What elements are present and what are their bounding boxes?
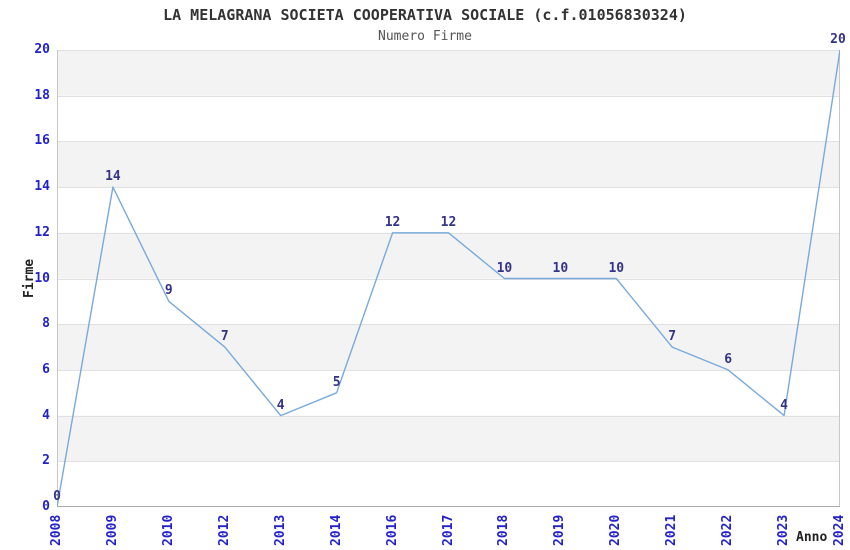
plot-band [57,324,840,370]
x-tick-label: 2012 [216,514,232,546]
x-tick-label: 2016 [384,514,400,546]
x-tick-label: 2008 [49,514,64,546]
data-point-label: 10 [552,260,569,276]
data-point-label: 14 [105,169,121,185]
data-point-label: 12 [384,214,401,230]
plot-band [57,141,840,188]
y-tick-label: 8 [42,316,50,332]
data-point-label: 10 [496,260,513,276]
data-point-label: 4 [780,397,788,413]
y-tick-label: 2 [42,453,50,469]
data-point-label: 4 [276,397,285,413]
data-point-label: 0 [53,489,61,504]
x-tick-label: 2010 [160,514,176,546]
data-point-label: 6 [724,351,733,367]
plot-band [57,232,840,279]
y-tick-label: 20 [34,42,50,57]
y-tick-label: 4 [42,407,50,423]
data-point-label: 10 [608,260,625,276]
x-tick-label: 2021 [664,514,680,546]
x-tick-label: 2013 [272,514,288,546]
x-tick-label: 2017 [440,514,456,546]
y-tick-label: 12 [34,224,50,240]
y-tick-label: 16 [34,133,50,149]
plot-band [57,415,840,462]
y-tick-label: 6 [42,361,50,377]
y-tick-label: 10 [34,270,50,286]
data-point-label: 20 [830,32,846,47]
y-tick-label: 0 [42,499,50,514]
x-tick-label: 2024 [832,514,847,546]
y-tick-label: 18 [34,87,50,103]
data-point-label: 7 [220,329,229,345]
data-point-label: 7 [668,329,677,345]
y-tick-label: 14 [34,179,50,195]
series-line [57,50,840,507]
data-point-label: 9 [164,283,173,299]
chart-subtitle: Numero Firme [378,29,472,44]
x-tick-label: 2009 [104,514,120,546]
data-point-label: 5 [332,374,341,390]
plot-band [57,50,840,96]
data-point-label: 12 [440,214,457,230]
x-tick-label: 2018 [496,514,512,546]
chart-title: LA MELAGRANA SOCIETA COOPERATIVA SOCIALE… [163,6,687,24]
x-axis-title: Anno [796,530,828,545]
plot-area [57,50,840,507]
x-tick-label: 2022 [720,514,736,546]
x-tick-label: 2019 [552,514,568,546]
x-tick-label: 2023 [776,514,792,546]
x-tick-label: 2014 [328,514,344,546]
x-tick-label: 2020 [608,514,624,546]
